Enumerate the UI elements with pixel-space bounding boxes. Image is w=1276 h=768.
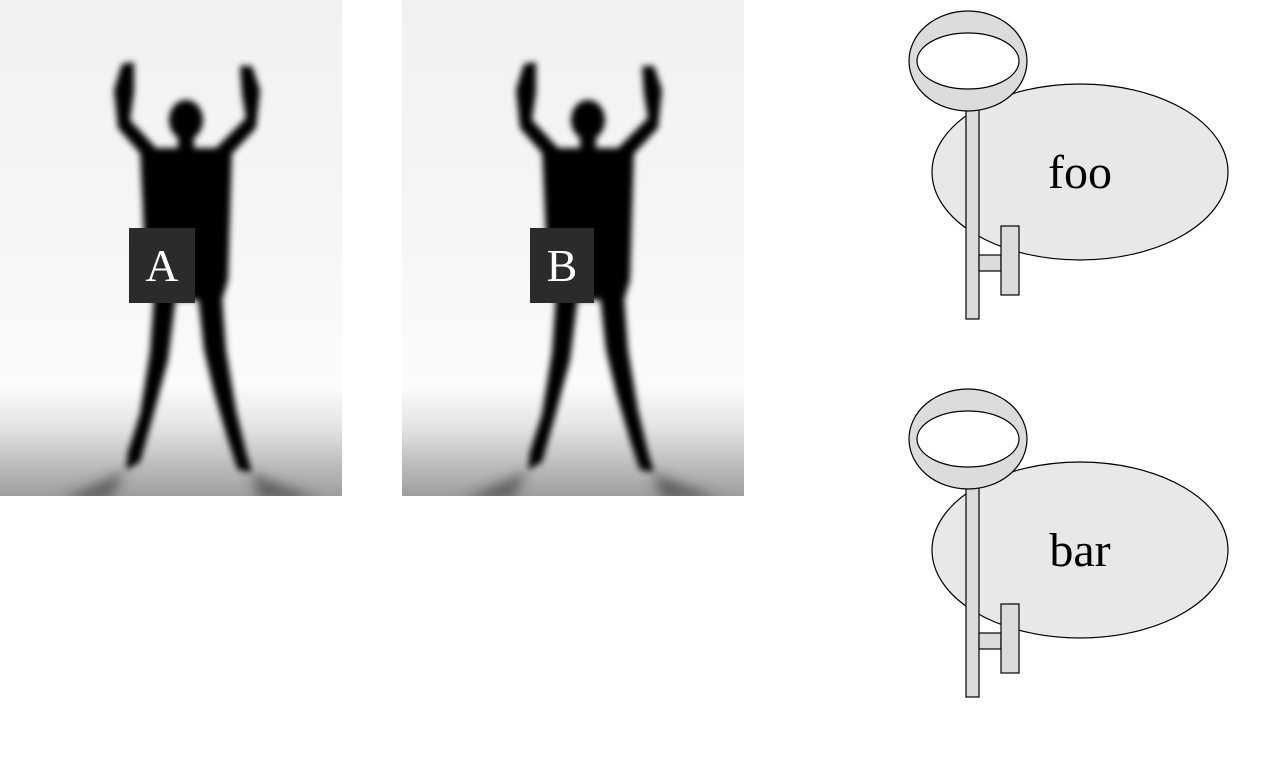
photo-a: A (0, 0, 342, 496)
tag-label: bar (1049, 524, 1111, 577)
photo-label: A (129, 228, 195, 303)
photo-b: B (402, 0, 744, 496)
key-bit-connector (978, 632, 1002, 650)
tag-oval (931, 83, 1229, 261)
key-bit (1000, 603, 1020, 674)
tag-label: foo (1048, 146, 1112, 199)
photo-label: B (530, 228, 594, 303)
tag-oval (931, 461, 1229, 639)
key-shaft (965, 484, 980, 698)
key-bow-hole (916, 410, 1020, 468)
key-tag-foo: foo (900, 5, 1240, 325)
key-bit-connector (978, 254, 1002, 272)
key-with-tag-icon (908, 388, 1229, 698)
key-shaft (965, 106, 980, 320)
key-bow-hole (916, 32, 1020, 90)
key-with-tag-icon (908, 10, 1229, 320)
key-tag-bar: bar (900, 383, 1240, 703)
key-bit (1000, 225, 1020, 296)
